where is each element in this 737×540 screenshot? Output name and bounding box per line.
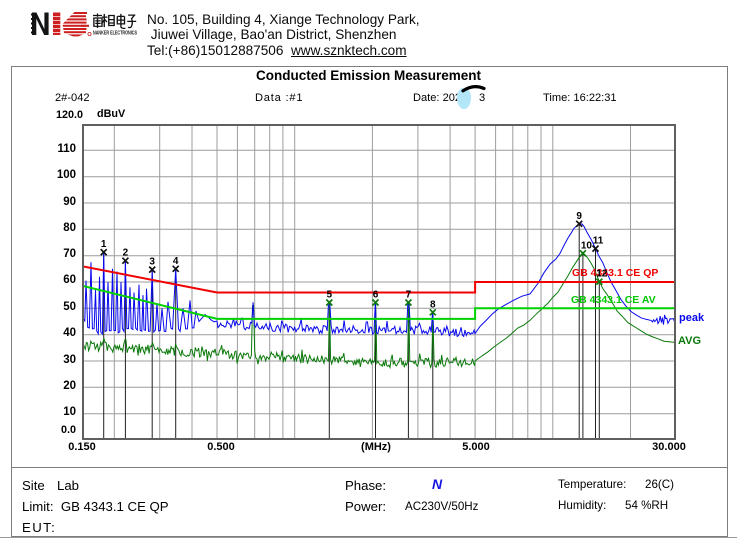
svg-text:12: 12 [596, 269, 608, 280]
svg-text:5: 5 [327, 290, 333, 301]
svg-text:7: 7 [406, 290, 412, 301]
svg-text:1: 1 [101, 239, 107, 250]
svg-text:2: 2 [123, 248, 129, 259]
svg-text:NANKER ELECTRONICS: NANKER ELECTRONICS [93, 31, 137, 37]
svg-text:GB 4343.1 CE AV: GB 4343.1 CE AV [571, 294, 656, 306]
svg-text:6: 6 [373, 290, 379, 301]
svg-text:8: 8 [430, 299, 436, 310]
svg-text:3: 3 [149, 257, 155, 268]
svg-text:10: 10 [581, 240, 593, 251]
svg-text:9: 9 [576, 211, 582, 222]
svg-text:GB 4343.1 CE QP: GB 4343.1 CE QP [572, 267, 658, 279]
svg-text:11: 11 [593, 236, 604, 247]
svg-text:4: 4 [173, 256, 179, 267]
